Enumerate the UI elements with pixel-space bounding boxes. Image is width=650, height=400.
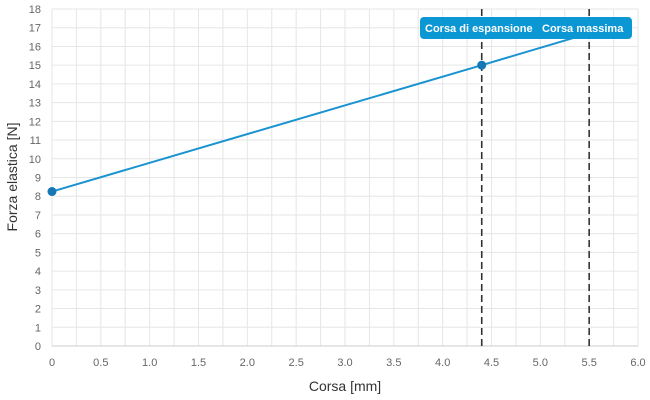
y-tick-label: 17 <box>29 23 41 35</box>
annotation-badge-label: Corsa di espansione <box>425 23 533 35</box>
x-tick-label: 1.0 <box>142 357 157 369</box>
annotation-badge <box>536 17 632 39</box>
y-tick-label: 18 <box>29 4 41 16</box>
y-tick-label: 3 <box>35 285 41 297</box>
annotation-badges: Corsa di espansione Corsa massima <box>420 17 632 39</box>
annotation-badge-label: Corsa massima <box>542 23 624 35</box>
x-tick-label: 3.0 <box>337 357 352 369</box>
y-tick-label: 12 <box>29 116 41 128</box>
y-tick-label: 9 <box>35 173 41 185</box>
y-tick-label: 1 <box>35 322 41 334</box>
data-point <box>47 187 57 197</box>
y-tick-label: 13 <box>29 98 41 110</box>
y-tick-label: 14 <box>29 79 41 91</box>
data-point <box>477 60 487 70</box>
y-tick-label: 4 <box>35 266 41 278</box>
x-tick-label: 4.5 <box>484 357 499 369</box>
y-tick-label: 16 <box>29 41 41 53</box>
tick-labels: 0 0.5 1.0 1.5 2.0 2.5 3.0 3.5 4.0 4.5 5.0 5.5 6.0012… <box>29 4 646 369</box>
x-tick-label: 1.5 <box>191 357 206 369</box>
x-tick-label: 2.5 <box>289 357 304 369</box>
y-tick-label: 2 <box>35 304 41 316</box>
series-layer <box>47 32 590 197</box>
annotation-badge <box>420 17 542 39</box>
y-tick-label: 11 <box>30 135 41 147</box>
y-tick-label: 10 <box>29 154 41 166</box>
x-tick-label: 3.5 <box>386 357 401 369</box>
x-axis-title: Corsa [mm] <box>309 378 381 394</box>
x-tick-label: 6.0 <box>630 357 645 369</box>
y-tick-label: 8 <box>35 191 41 203</box>
y-tick-label: 6 <box>35 229 41 241</box>
y-axis-title: Forza elastica [N] <box>4 123 20 232</box>
x-tick-label: 5.0 <box>533 357 548 369</box>
x-tick-label: 0 <box>49 357 55 369</box>
x-tick-label: 2.0 <box>240 357 255 369</box>
y-tick-label: 5 <box>35 247 41 259</box>
y-tick-label: 15 <box>29 60 41 72</box>
x-tick-label: 4.0 <box>435 357 450 369</box>
y-tick-label: 0 <box>35 341 41 353</box>
grid <box>51 8 639 347</box>
y-tick-label: 7 <box>35 210 41 222</box>
x-tick-label: 0.5 <box>93 357 108 369</box>
x-tick-label: 5.5 <box>582 357 597 369</box>
